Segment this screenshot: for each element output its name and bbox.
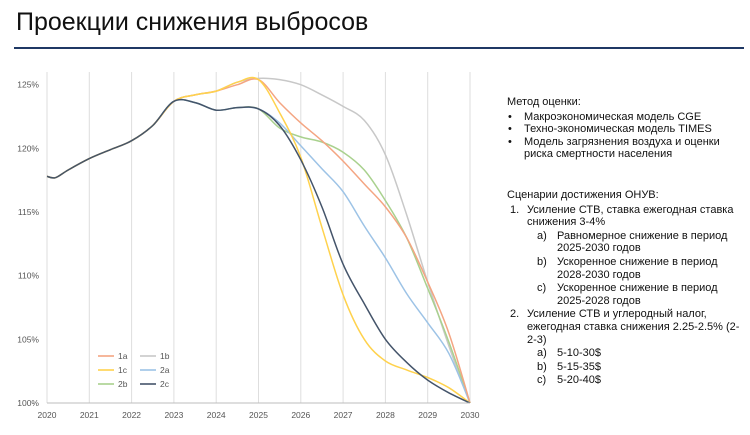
subitem-marker: c)	[537, 282, 547, 295]
scenario-subitem: a) Равномерное снижение в период 2025-203…	[527, 230, 747, 255]
legend-label-2c: 2c	[160, 379, 170, 389]
x-tick-label: 2027	[334, 410, 353, 420]
scenario-text: Усиление СТВ и углеродный налог, ежегодн…	[527, 308, 740, 346]
title-underline	[14, 47, 744, 49]
scenario-subitem: b) 5-15-35$	[527, 361, 747, 374]
subitem-text: Ускоренное снижение в период 2028-2030 г…	[557, 255, 718, 281]
y-tick-label: 110%	[18, 271, 40, 281]
legend-label-2a: 2a	[160, 365, 170, 375]
method-heading: Метод оценки:	[507, 96, 581, 108]
y-tick-label: 100%	[17, 398, 39, 408]
method-list: Макроэкономическая модель CGE Техно-экон…	[507, 111, 747, 161]
method-item: Техно-экономическая модель TIMES	[507, 123, 747, 136]
subitem-marker: c)	[537, 374, 547, 387]
slide-title: Проекции снижения выбросов	[16, 8, 369, 36]
x-tick-label: 2021	[80, 410, 99, 420]
x-tick-label: 2023	[164, 410, 183, 420]
scenario-subitem: b) Ускоренное снижение в период 2028-2030…	[527, 256, 747, 281]
chart-legend: 1a 1b 1c 2a 2b 2c	[98, 351, 170, 389]
subitem-marker: a)	[537, 229, 547, 242]
subitem-text: 5-20-40$	[557, 374, 602, 387]
info-panel: Метод оценки: Макроэкономическая модель …	[507, 96, 747, 388]
chart-series	[46, 76, 471, 404]
y-tick-label: 105%	[17, 334, 39, 344]
chart-grid	[46, 72, 471, 403]
scenario-marker: 2.	[510, 308, 520, 321]
x-tick-label: 2020	[38, 410, 57, 420]
scenario-list: 1. Усиление СТВ, ставка ежегодная ставка…	[507, 204, 747, 387]
x-tick-label: 2028	[376, 410, 395, 420]
scenario-text: Усиление СТВ, ставка ежегодная ставка сн…	[527, 203, 734, 229]
legend-label-1c: 1c	[118, 365, 128, 375]
scenarios-heading: Сценарии достижения ОНУВ:	[507, 188, 659, 201]
subitem-marker: b)	[537, 360, 547, 373]
x-tick-label: 2025	[249, 410, 268, 420]
subitem-marker: a)	[537, 347, 547, 360]
x-tick-label: 2030	[461, 410, 480, 420]
y-tick-label: 125%	[17, 80, 39, 90]
x-tick-label: 2026	[291, 410, 310, 420]
scenario-sublist: a) Равномерное снижение в период 2025-203…	[527, 230, 747, 308]
subitem-text: 5-15-35$	[557, 360, 602, 373]
legend-label-1a: 1a	[118, 351, 128, 361]
x-tick-label: 2022	[122, 410, 141, 420]
subitem-text: Равномерное снижение в период 2025-2030 …	[557, 229, 728, 255]
scenario-subitem: a) 5-10-30$	[527, 347, 747, 360]
scenario-marker: 1.	[510, 203, 520, 216]
emissions-projection-chart: 2020 2021 2022 2023 2024 2025 2026 2027 2028 2029…	[17, 72, 480, 420]
y-tick-label: 120%	[17, 143, 39, 153]
scenario-subitem: c) Ускоренное снижение в период 2025-2028…	[527, 282, 747, 307]
subitem-text: 5-10-30$	[557, 347, 602, 360]
scenario-subitem: c) 5-20-40$	[527, 374, 747, 387]
legend-label-2b: 2b	[118, 379, 128, 389]
x-tick-label: 2024	[207, 410, 226, 420]
series-line-2c	[46, 98, 471, 404]
method-item: Модель загрязнения воздуха и оценки риск…	[507, 136, 747, 161]
method-item: Макроэкономическая модель CGE	[507, 111, 747, 124]
x-tick-label: 2029	[418, 410, 437, 420]
scenario-sublist: a) 5-10-30$ b) 5-15-35$ c) 5-20-40$	[527, 347, 747, 387]
legend-label-1b: 1b	[160, 351, 170, 361]
scenario-item: 2. Усиление СТВ и углеродный налог, ежег…	[507, 308, 747, 387]
y-tick-label: 115%	[18, 207, 40, 217]
chart-axes: 2020 2021 2022 2023 2024 2025 2026 2027 2028 2029…	[17, 80, 479, 420]
subitem-marker: b)	[537, 255, 547, 268]
scenario-item: 1. Усиление СТВ, ставка ежегодная ставка…	[507, 204, 747, 308]
subitem-text: Ускоренное снижение в период 2025-2028 г…	[557, 282, 718, 307]
